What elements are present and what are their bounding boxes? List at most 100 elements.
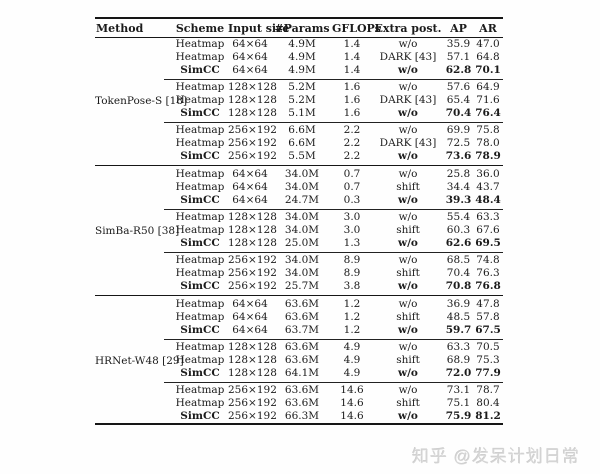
cell-scheme: SimCC xyxy=(180,410,220,422)
cell-extra-post: w/o xyxy=(398,237,418,249)
cell-extra-post: w/o xyxy=(398,280,418,292)
cell-ap: 48.5 xyxy=(446,311,471,323)
cell-gflops: 2.2 xyxy=(343,124,361,136)
cell-scheme: Heatmap xyxy=(175,181,225,193)
table-header-rule xyxy=(95,37,503,38)
cell-input-size: 256×192 xyxy=(228,384,277,396)
cell-scheme: Heatmap xyxy=(175,224,225,236)
cell-ar: 76.3 xyxy=(476,267,500,279)
cell-params: 25.7M xyxy=(284,280,320,292)
cell-input-size: 256×192 xyxy=(228,137,277,149)
cell-gflops: 0.7 xyxy=(343,181,361,193)
column-header: GFLOPs xyxy=(332,21,381,35)
cell-extra-post: DARK [43] xyxy=(379,137,437,149)
cell-scheme: Heatmap xyxy=(175,298,225,310)
cell-extra-post: shift xyxy=(396,311,420,323)
column-header: Extra post. xyxy=(374,21,442,35)
table-row: SimCC 128×128 64.1M 4.9 w/o 72.0 77.9 xyxy=(172,367,503,380)
cell-params: 63.6M xyxy=(284,298,320,310)
cell-params: 34.0M xyxy=(284,181,320,193)
group-separator-rule xyxy=(164,207,503,211)
block-separator-rule xyxy=(95,293,503,298)
group-separator-rule xyxy=(164,120,503,124)
cell-params: 5.2M xyxy=(288,81,316,93)
cell-ap: 36.9 xyxy=(446,298,471,310)
method-block-rows: Heatmap 64×64 63.6M 1.2 w/o 36.9 47.8 Heatmap 64… xyxy=(164,298,503,423)
table-row: Heatmap 64×64 63.6M 1.2 w/o 36.9 47.8 xyxy=(172,298,503,311)
cell-ar: 74.8 xyxy=(476,254,500,266)
table-row: Heatmap 256×192 34.0M 8.9 shift 70.4 76.3 xyxy=(172,267,503,280)
cell-input-size: 64×64 xyxy=(232,181,268,193)
cell-ap: 68.5 xyxy=(446,254,471,266)
cell-ar: 76.8 xyxy=(475,280,501,292)
cell-gflops: 4.9 xyxy=(343,341,361,353)
cell-ap: 57.1 xyxy=(446,51,471,63)
method-block: SimBa-R50 [38] Heatmap 64×64 34.0M 0.7 w/o 25.… xyxy=(95,168,503,293)
cell-ar: 57.8 xyxy=(476,311,500,323)
cell-extra-post: w/o xyxy=(398,341,418,353)
cell-gflops: 1.2 xyxy=(343,324,361,336)
cell-input-size: 256×192 xyxy=(228,267,277,279)
cell-ar: 78.7 xyxy=(476,384,500,396)
cell-input-size: 128×128 xyxy=(228,211,277,223)
cell-gflops: 14.6 xyxy=(340,410,364,422)
cell-params: 34.0M xyxy=(284,254,320,266)
cell-gflops: 1.6 xyxy=(343,81,361,93)
results-table: Method Scheme Input size #Params GFLOPs Extra… xyxy=(95,17,503,425)
cell-gflops: 0.7 xyxy=(343,168,361,180)
cell-gflops: 1.3 xyxy=(343,237,361,249)
table-row: SimCC 64×64 4.9M 1.4 w/o 62.8 70.1 xyxy=(172,64,503,77)
cell-gflops: 0.3 xyxy=(343,194,361,206)
method-block-rows: Heatmap 64×64 4.9M 1.4 w/o 35.9 47.0 Heatmap 64×… xyxy=(164,38,503,163)
block-separator-rule xyxy=(95,163,503,168)
cell-ar: 36.0 xyxy=(476,168,500,180)
table-row: SimCC 256×192 66.3M 14.6 w/o 75.9 81.2 xyxy=(172,410,503,423)
method-block: TokenPose-S [18] Heatmap 64×64 4.9M 1.4 w/o 35… xyxy=(95,38,503,163)
cell-gflops: 1.2 xyxy=(343,298,361,310)
cell-gflops: 4.9 xyxy=(343,354,361,366)
cell-params: 24.7M xyxy=(284,194,320,206)
cell-input-size: 256×192 xyxy=(228,397,277,409)
method-label: HRNet-W48 [29] xyxy=(95,354,184,367)
cell-extra-post: shift xyxy=(396,181,420,193)
cell-gflops: 2.2 xyxy=(343,150,361,162)
table-row: Heatmap 128×128 63.6M 4.9 shift 68.9 75.3 xyxy=(172,354,503,367)
cell-ar: 71.6 xyxy=(476,94,500,106)
table-row: Heatmap 64×64 63.6M 1.2 shift 48.5 57.8 xyxy=(172,311,503,324)
cell-input-size: 128×128 xyxy=(228,81,277,93)
cell-ap: 70.4 xyxy=(445,107,472,119)
cell-params: 63.7M xyxy=(284,324,320,336)
method-block: HRNet-W48 [29] Heatmap 64×64 63.6M 1.2 w/o 36.… xyxy=(95,298,503,423)
cell-input-size: 256×192 xyxy=(228,254,277,266)
cell-ar: 78.9 xyxy=(475,150,501,162)
cell-scheme: SimCC xyxy=(180,194,220,206)
table-row: SimCC 128×128 25.0M 1.3 w/o 62.6 69.5 xyxy=(172,237,503,250)
table-row: Heatmap 256×192 6.6M 2.2 w/o 69.9 75.8 xyxy=(172,124,503,137)
zhihu-watermark: 知乎 @发呆计划日常 xyxy=(412,442,580,467)
method-label: TokenPose-S [18] xyxy=(95,94,188,107)
table-row: SimCC 256×192 25.7M 3.8 w/o 70.8 76.8 xyxy=(172,280,503,293)
group-separator-rule xyxy=(164,77,503,81)
cell-params: 4.9M xyxy=(288,64,316,76)
cell-ap: 73.1 xyxy=(446,384,471,396)
cell-extra-post: shift xyxy=(396,224,420,236)
cell-ap: 75.9 xyxy=(445,410,472,422)
cell-scheme: SimCC xyxy=(180,107,220,119)
cell-ar: 43.7 xyxy=(476,181,500,193)
table-top-rule xyxy=(95,17,503,19)
cell-gflops: 8.9 xyxy=(343,267,361,279)
cell-params: 34.0M xyxy=(284,211,320,223)
cell-gflops: 3.0 xyxy=(343,211,361,223)
cell-extra-post: w/o xyxy=(398,410,418,422)
cell-input-size: 256×192 xyxy=(228,280,277,292)
cell-params: 25.0M xyxy=(284,237,320,249)
column-header: Scheme xyxy=(175,21,225,35)
cell-input-size: 256×192 xyxy=(228,410,277,422)
cell-ap: 57.6 xyxy=(446,81,471,93)
table-row: SimCC 128×128 5.1M 1.6 w/o 70.4 76.4 xyxy=(172,107,503,120)
cell-ar: 63.3 xyxy=(476,211,500,223)
watermark-brand: 知乎 xyxy=(412,447,448,466)
cell-gflops: 1.4 xyxy=(343,51,361,63)
cell-extra-post: w/o xyxy=(398,194,418,206)
cell-extra-post: w/o xyxy=(398,64,418,76)
